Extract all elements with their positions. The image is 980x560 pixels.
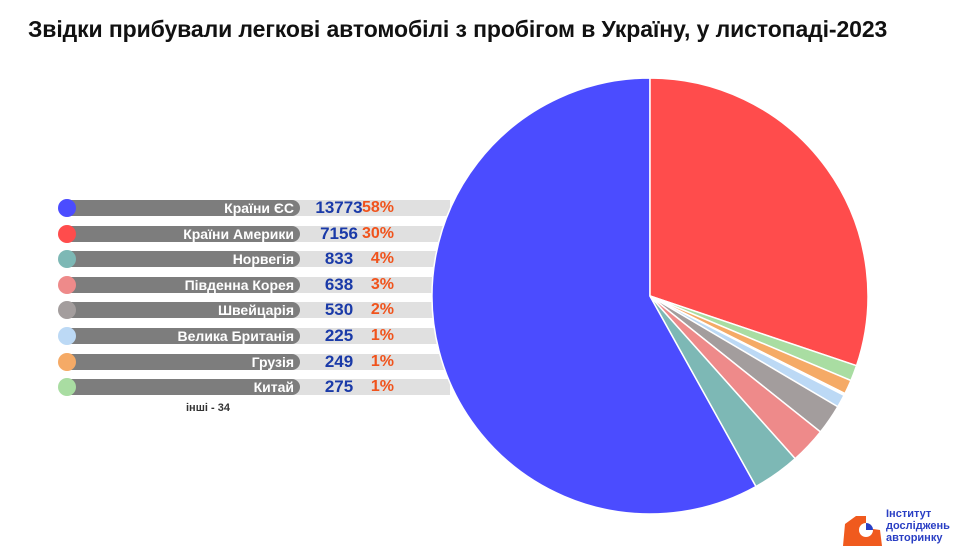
legend-color-dot bbox=[58, 378, 76, 397]
value-label: 7156 bbox=[320, 223, 358, 243]
category-label: Південна Корея bbox=[184, 276, 294, 293]
logo-line-2: досліджень bbox=[886, 520, 950, 532]
percent-label: 2% bbox=[370, 301, 394, 319]
label-pill bbox=[68, 276, 300, 293]
legend-color-dot bbox=[58, 250, 76, 269]
car-logo-icon bbox=[843, 516, 882, 546]
percent-label: 4% bbox=[370, 250, 394, 268]
label-pill bbox=[68, 200, 300, 216]
label-pill bbox=[68, 251, 300, 268]
legend-row: Грузія 249 1% bbox=[58, 352, 450, 372]
legend-row: Південна Корея 638 3% bbox=[58, 275, 450, 295]
value-label: 225 bbox=[324, 325, 354, 345]
pie-chart bbox=[431, 77, 869, 515]
label-pill bbox=[68, 353, 300, 370]
category-label: Грузія bbox=[251, 353, 294, 370]
logo-line-3: авторинку bbox=[886, 532, 943, 544]
percent-label: 1% bbox=[370, 378, 394, 396]
value-label: 249 bbox=[324, 351, 354, 371]
percent-label: 1% bbox=[370, 326, 394, 344]
legend-row: Країни ЄС 13773 58% bbox=[58, 198, 450, 218]
value-label: 833 bbox=[324, 249, 354, 269]
value-label: 638 bbox=[324, 274, 354, 294]
category-label: Велика Британія bbox=[177, 327, 294, 344]
label-pill bbox=[68, 302, 300, 319]
category-label: Країни Америки bbox=[183, 225, 294, 242]
value-label: 13773 bbox=[315, 198, 363, 217]
legend-color-dot bbox=[58, 199, 76, 217]
category-label: Країни ЄС bbox=[224, 200, 294, 216]
value-label: 530 bbox=[324, 300, 354, 320]
value-label: 275 bbox=[324, 377, 354, 397]
label-pill bbox=[68, 327, 300, 344]
legend-row: Країни Америки 7156 30% bbox=[58, 224, 450, 244]
legend-color-dot bbox=[58, 301, 76, 320]
legend-color-dot bbox=[58, 275, 76, 294]
percent-label: 30% bbox=[361, 224, 394, 242]
category-label: Швейцарія bbox=[217, 302, 294, 319]
pie-slice bbox=[431, 77, 758, 515]
percent-label: 58% bbox=[361, 199, 394, 216]
percent-label: 3% bbox=[370, 275, 394, 293]
logo-line-1: Інститут bbox=[886, 508, 932, 520]
legend-row: Китай 275 1% bbox=[58, 377, 450, 397]
logo: Інститут досліджень авторинку bbox=[842, 506, 974, 550]
chart-title: Звідки прибували легкові автомобілі з пр… bbox=[28, 16, 888, 42]
legend-row: Норвегія 833 4% bbox=[58, 249, 450, 269]
legend-row: Швейцарія 530 2% bbox=[58, 300, 450, 320]
label-pill bbox=[68, 225, 300, 242]
pie-slice bbox=[649, 77, 869, 367]
category-label: Китай bbox=[253, 379, 294, 396]
legend-row: Велика Британія 225 1% bbox=[58, 326, 450, 346]
others-note: інші - 34 bbox=[186, 402, 230, 414]
label-pill bbox=[68, 379, 300, 396]
pie-slice bbox=[649, 295, 797, 488]
category-label: Норвегія bbox=[232, 251, 294, 268]
percent-label: 1% bbox=[370, 352, 394, 370]
legend-table: Країни ЄС 13773 58% Країни Америки 7156 30% Но… bbox=[58, 198, 450, 403]
legend-color-dot bbox=[58, 326, 76, 345]
legend-color-dot bbox=[58, 352, 76, 371]
legend-color-dot bbox=[58, 224, 76, 243]
